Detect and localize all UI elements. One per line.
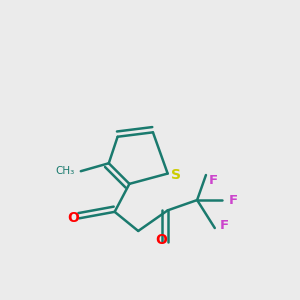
Text: O: O xyxy=(67,211,79,225)
Text: F: F xyxy=(229,194,238,207)
Text: F: F xyxy=(220,219,229,232)
Text: S: S xyxy=(171,168,181,182)
Text: CH₃: CH₃ xyxy=(55,166,74,176)
Text: O: O xyxy=(155,233,167,248)
Text: F: F xyxy=(209,174,218,187)
